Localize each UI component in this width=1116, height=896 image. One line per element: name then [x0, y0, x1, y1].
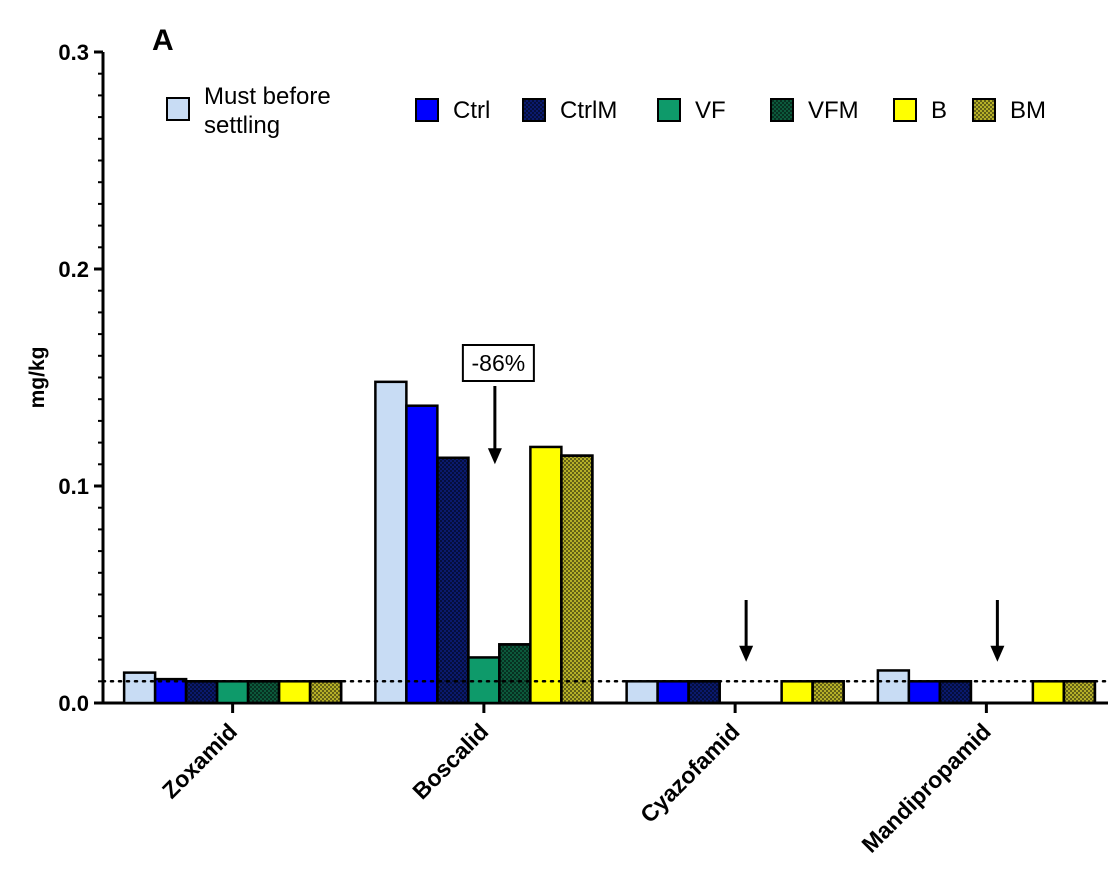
annotation-arrow-head [990, 645, 1005, 662]
y-tick-label: 0.0 [58, 691, 89, 716]
bar [1031, 680, 1066, 705]
x-category-label: Cyazofamid [635, 718, 745, 828]
legend-swatch [657, 98, 681, 122]
legend-swatch-hatch [972, 98, 996, 122]
bar [215, 680, 250, 705]
bar-hatch [308, 680, 343, 705]
legend-swatch-hatch [522, 98, 546, 122]
legend-label: Ctrl [453, 97, 490, 124]
bar-hatch [498, 643, 532, 705]
bar [153, 677, 188, 705]
annotation-box [461, 344, 535, 382]
legend-label: B [931, 97, 947, 124]
bar [277, 680, 312, 705]
bar [907, 680, 942, 705]
y-tick-label: 0.1 [58, 474, 89, 499]
panel-label: A [152, 24, 174, 57]
y-tick-label: 0.3 [58, 40, 89, 65]
legend-label: CtrlM [560, 97, 617, 124]
legend-swatch [893, 98, 917, 122]
bar-hatch [184, 680, 219, 705]
legend-swatch-hatch [770, 98, 794, 122]
annotation-arrow-head [487, 448, 502, 465]
bar [656, 680, 690, 705]
bar-hatch [246, 680, 281, 705]
legend-swatch [166, 97, 190, 121]
bar [780, 680, 814, 705]
bar [625, 680, 659, 705]
x-category-label: Mandipropamid [856, 718, 995, 857]
legend-swatch [415, 98, 439, 122]
bar [374, 380, 408, 705]
annotation-label: -86% [472, 350, 526, 376]
legend-label: VF [695, 97, 726, 124]
bar-hatch [560, 454, 594, 705]
legend-label: Must before settling [204, 83, 331, 139]
bar-hatch [1062, 680, 1097, 705]
bar-hatch [938, 680, 973, 705]
bar [529, 445, 563, 705]
bar [405, 404, 439, 705]
bar [122, 671, 157, 705]
legend-label: VFM [808, 97, 859, 124]
annotation-arrow-head [739, 645, 754, 662]
bar-hatch [436, 456, 470, 705]
x-category-label: Zoxamid [157, 718, 242, 803]
x-category-label: Boscalid [407, 718, 493, 804]
bar-hatch [811, 680, 845, 705]
legend-label: BM [1010, 97, 1046, 124]
y-axis-label: mg/kg [26, 347, 49, 409]
bar [876, 669, 911, 705]
y-tick-label: 0.2 [58, 257, 89, 282]
bar-hatch [687, 680, 721, 705]
